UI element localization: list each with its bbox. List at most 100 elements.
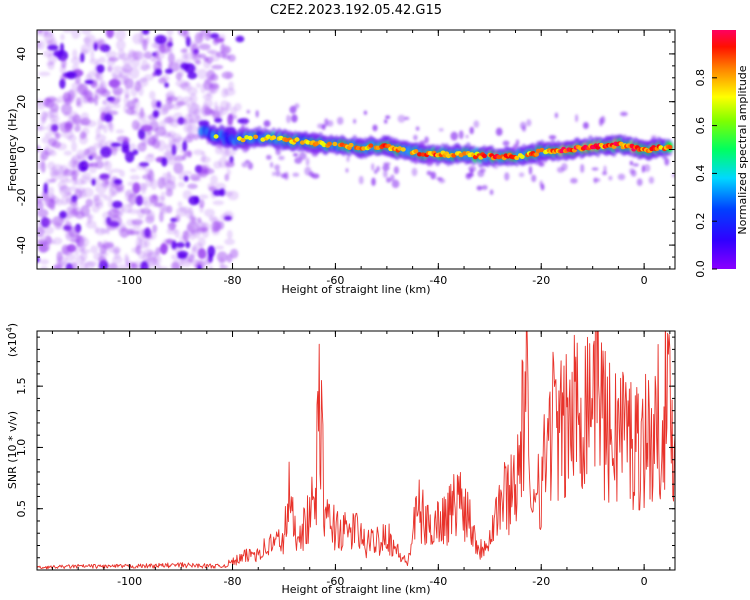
heatmap-cell bbox=[40, 111, 48, 123]
heatmap-cell bbox=[129, 230, 140, 235]
heatmap-cell bbox=[41, 136, 51, 144]
heatmap-cell bbox=[158, 43, 171, 54]
heatmap-cell bbox=[166, 171, 172, 184]
heatmap-cell bbox=[167, 114, 174, 127]
heatmap-cell bbox=[142, 161, 147, 170]
snr-multiplier: (x104) bbox=[5, 323, 19, 357]
heatmap-cell bbox=[212, 110, 221, 120]
heatmap-cell bbox=[390, 174, 395, 182]
heatmap-cell bbox=[48, 98, 60, 105]
colorbar: 0.0 0.2 0.4 0.6 0.8 Normalized spectral ampl… bbox=[694, 30, 749, 278]
heatmap-cell bbox=[419, 143, 425, 148]
heatmap-cell bbox=[150, 178, 158, 190]
heatmap-cell bbox=[123, 137, 130, 145]
heatmap-cell bbox=[106, 30, 114, 39]
heatmap-cell bbox=[145, 213, 155, 225]
heatmap-cell bbox=[152, 110, 160, 118]
heatmap-cell bbox=[185, 210, 194, 219]
heatmap-cell bbox=[458, 130, 464, 140]
heatmap-cell bbox=[554, 112, 559, 119]
heatmap-cell bbox=[138, 239, 148, 249]
heatmap-cell bbox=[305, 157, 310, 167]
heatmap-cell bbox=[376, 165, 380, 172]
heatmap-cell bbox=[617, 173, 626, 181]
heatmap-cell bbox=[385, 115, 391, 119]
heatmap-cell bbox=[37, 41, 42, 48]
heatmap-cell bbox=[125, 256, 130, 267]
heatmap-cell bbox=[241, 161, 248, 168]
heatmap-cell bbox=[298, 152, 307, 161]
heatmap-cell bbox=[59, 64, 67, 75]
heatmap-cell bbox=[219, 256, 225, 267]
heatmap-cell bbox=[98, 256, 107, 264]
heatmap-cell bbox=[114, 30, 126, 41]
heatmap-cell bbox=[244, 159, 251, 164]
heatmap-cell bbox=[186, 132, 195, 139]
heatmap-cell bbox=[174, 58, 184, 65]
heatmap-cell bbox=[518, 172, 525, 178]
heatmap-cell bbox=[404, 116, 410, 121]
heatmap-cell bbox=[200, 156, 211, 164]
heatmap-cell bbox=[143, 265, 151, 269]
snr-y-label: SNR (10 * v/v) bbox=[6, 411, 19, 489]
heatmap-cell bbox=[513, 143, 518, 150]
chart-title: C2E2.2023.192.05.42.G15 bbox=[270, 3, 442, 18]
heatmap-cell bbox=[210, 175, 218, 185]
heatmap-cell bbox=[137, 142, 147, 152]
heatmap-cell bbox=[37, 145, 41, 153]
heatmap-cell bbox=[63, 150, 73, 156]
heatmap-cell bbox=[187, 183, 198, 190]
heatmap-cell bbox=[91, 178, 96, 186]
heatmap-cell bbox=[187, 72, 198, 80]
heatmap-panel: -100 -80 -60 -40 -20 0 -40 -20 0 20 40 Height of … bbox=[6, 29, 676, 296]
heatmap-cell bbox=[75, 255, 85, 265]
heatmap-cell bbox=[127, 208, 139, 215]
heatmap-cell bbox=[183, 46, 189, 53]
heatmap-cell bbox=[75, 234, 81, 247]
heatmap-cell bbox=[160, 191, 166, 202]
heatmap-cell bbox=[167, 158, 177, 166]
heatmap-cell bbox=[149, 90, 156, 100]
heatmap-cell bbox=[69, 199, 78, 207]
heatmap-cell bbox=[151, 194, 158, 199]
heatmap-cell bbox=[648, 176, 655, 184]
heatmap-cell bbox=[182, 96, 193, 102]
heatmap-cell bbox=[90, 245, 99, 254]
heatmap-cell bbox=[291, 114, 298, 123]
heatmap-cell bbox=[213, 161, 222, 169]
heatmap-cell bbox=[164, 151, 175, 160]
heatmap-cell bbox=[63, 129, 74, 140]
heatmap-cell bbox=[263, 120, 271, 128]
heatmap-cell bbox=[224, 191, 233, 197]
heatmap-cell bbox=[128, 193, 138, 205]
heatmap-cell bbox=[102, 211, 114, 220]
heatmap-cell bbox=[182, 118, 188, 125]
heatmap-cell bbox=[81, 30, 92, 35]
heatmap-cell bbox=[97, 153, 110, 160]
heatmap-cell bbox=[226, 229, 233, 240]
heatmap-cell bbox=[643, 164, 651, 173]
heatmap-cell bbox=[283, 171, 289, 181]
snr-y-axis: 0.5 1.0 1.5 bbox=[15, 336, 675, 571]
snr-x-tick-label: -40 bbox=[429, 575, 447, 588]
heatmap-cell bbox=[352, 118, 357, 124]
heatmap-cell bbox=[165, 143, 171, 152]
heatmap-cell bbox=[116, 96, 122, 102]
heatmap-cell bbox=[214, 117, 223, 123]
heatmap-y-tick-label: -40 bbox=[15, 236, 28, 254]
heatmap-cell bbox=[64, 221, 73, 233]
heatmap-cell bbox=[185, 80, 190, 87]
heatmap-cell bbox=[74, 179, 85, 186]
heatmap-cell bbox=[438, 127, 444, 132]
heatmap-cell bbox=[177, 181, 185, 188]
heatmap-x-label: Height of straight line (km) bbox=[281, 283, 430, 296]
heatmap-cell bbox=[158, 201, 167, 211]
heatmap-cell bbox=[159, 211, 164, 223]
heatmap-cell bbox=[107, 199, 115, 209]
heatmap-cell bbox=[60, 195, 69, 206]
heatmap-cell bbox=[87, 214, 94, 221]
heatmap-cell bbox=[185, 241, 191, 249]
heatmap-cell bbox=[74, 125, 81, 132]
heatmap-cell bbox=[383, 162, 391, 166]
heatmap-cell bbox=[269, 161, 274, 168]
